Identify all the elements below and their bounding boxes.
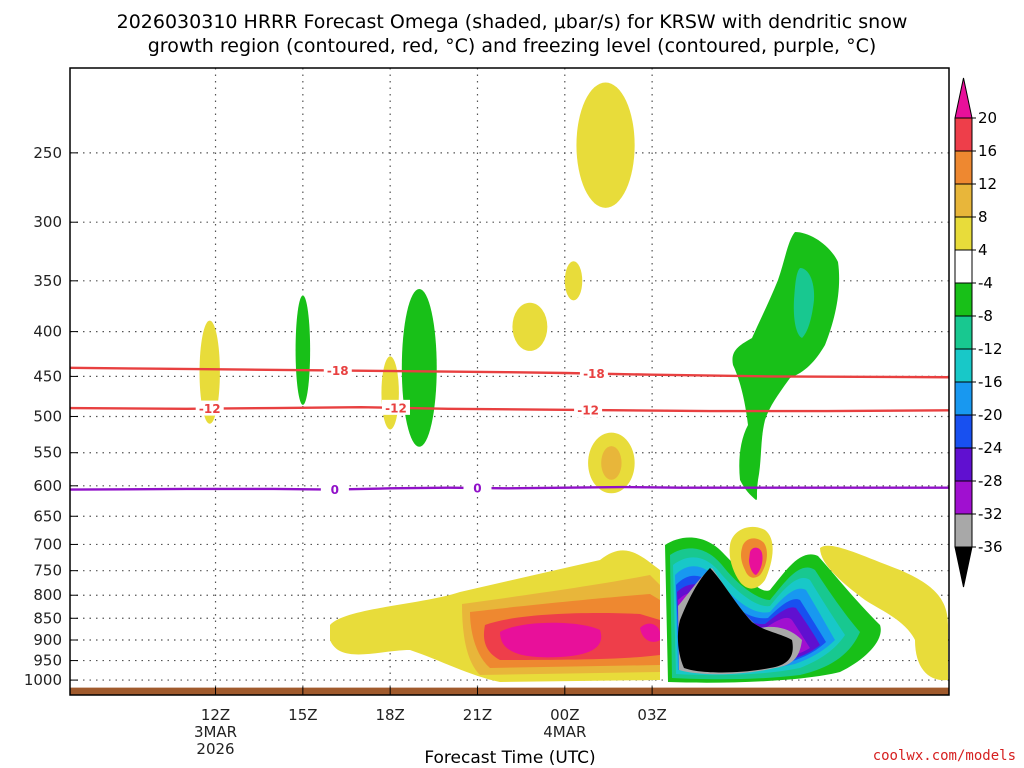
y-tick-label-700: 700 xyxy=(33,535,62,553)
y-tick-label-300: 300 xyxy=(33,213,62,231)
y-tick-label-500: 500 xyxy=(33,407,62,425)
colorbar-box-12 xyxy=(954,513,973,548)
colorbar-label-4: 4 xyxy=(978,241,988,259)
x-tick-year-12Z: 2026 xyxy=(196,740,234,758)
x-tick-label-00Z: 00Z xyxy=(550,706,579,724)
updraft-yellow-14z xyxy=(199,320,220,424)
y-tick-label-350: 350 xyxy=(33,272,62,290)
axes: 250 300 350 400 450 500 550 600 650 700 750 800 850 9… xyxy=(24,144,667,758)
y-tick-label-1000: 1000 xyxy=(24,671,62,689)
colorbar-box-2 xyxy=(954,183,973,218)
x-tick-date-12Z: 3MAR xyxy=(194,723,237,741)
freezing-level-0-label-bg-0 xyxy=(320,481,349,497)
updraft-low-magenta-b xyxy=(640,623,660,642)
colorbar-label-6: -8 xyxy=(978,307,993,325)
updraft-0000z-magenta xyxy=(749,547,763,575)
dgz-minus-12-label-bg-1 xyxy=(381,399,410,415)
colorbar-label-8: -16 xyxy=(978,373,1003,391)
freezing-level-0-label-1: 0 xyxy=(473,482,481,496)
colorbar-label-2: 12 xyxy=(978,175,997,193)
downdraft-core-black xyxy=(677,568,793,673)
colorbar-top-arrow xyxy=(954,77,973,119)
omega-shading xyxy=(199,82,948,683)
dgz-minus-18-label-bg-0 xyxy=(323,362,352,378)
colorbar-box-8 xyxy=(954,381,973,416)
colorbar-label-0: 20 xyxy=(978,109,997,127)
y-tick-label-800: 800 xyxy=(33,586,62,604)
colorbar-label-1: 16 xyxy=(978,142,997,160)
y-tick-label-650: 650 xyxy=(33,507,62,525)
dgz-minus-12-label-1: -12 xyxy=(385,401,407,415)
updraft-yellow-upper-01z xyxy=(576,82,635,208)
dgz-minus-18-label-bg-1 xyxy=(579,365,608,381)
chart-title-line-1: 2026030310 HRRR Forecast Omega (shaded, … xyxy=(117,11,908,33)
y-tick-label-850: 850 xyxy=(33,609,62,627)
chart-title-line-2: growth region (contoured, red, °C) and f… xyxy=(148,35,877,57)
colorbar-box-9 xyxy=(954,414,973,449)
colorbar-box-3 xyxy=(954,216,973,251)
dgz-minus-18-label-1: -18 xyxy=(583,367,605,381)
colorbar-box-5 xyxy=(954,282,973,317)
y-tick-label-450: 450 xyxy=(33,367,62,385)
y-tick-label-900: 900 xyxy=(33,631,62,649)
freezing-level-0-label-0: 0 xyxy=(331,483,339,497)
y-tick-label-250: 250 xyxy=(33,144,62,162)
colorbar-box-11 xyxy=(954,480,973,515)
plot-frame xyxy=(69,67,950,696)
dgz-minus-12-label-2: -12 xyxy=(577,404,599,418)
updraft-low-magenta xyxy=(500,622,602,658)
colorbar-label-10: -24 xyxy=(978,439,1003,457)
dgz-minus-12-label-bg-0 xyxy=(195,400,224,416)
downdraft-green-15z xyxy=(295,295,311,405)
colorbar-label-12: -32 xyxy=(978,505,1003,523)
x-tick-label-21Z: 21Z xyxy=(463,706,492,724)
x-tick-label-18Z: 18Z xyxy=(375,706,404,724)
dgz-minus-12-line xyxy=(69,406,950,413)
colorbar-box-1 xyxy=(954,150,973,185)
colorbar-label-3: 8 xyxy=(978,208,988,226)
y-tick-label-550: 550 xyxy=(33,444,62,462)
y-tick-label-600: 600 xyxy=(33,477,62,495)
surface-band xyxy=(70,687,949,695)
temperature-contours: -18 -18 -12 -12 -12 0 0 xyxy=(69,362,950,497)
colorbar-box-6 xyxy=(954,315,973,350)
updraft-low-yellow-east xyxy=(820,545,948,681)
updraft-yellow-0030z xyxy=(564,261,583,301)
dgz-minus-18-line xyxy=(69,366,950,379)
downdraft-upper-teal xyxy=(793,268,815,338)
colorbar-box-4 xyxy=(954,249,973,284)
x-tick-label-12Z: 12Z xyxy=(201,706,230,724)
colorbar-box-7 xyxy=(954,348,973,383)
x-tick-label-15Z: 15Z xyxy=(288,706,317,724)
x-tick-date-00Z: 4MAR xyxy=(543,723,586,741)
colorbar-label-5: -4 xyxy=(978,274,993,292)
downdraft-green-19z xyxy=(401,288,437,447)
colorbar-box-10 xyxy=(954,447,973,482)
colorbar-label-7: -12 xyxy=(978,340,1003,358)
dgz-minus-18-label-0: -18 xyxy=(327,364,349,378)
colorbar-label-13: -36 xyxy=(978,538,1003,556)
credit-text: coolwx.com/models xyxy=(873,748,1016,764)
colorbar-bottom-arrow xyxy=(954,546,973,588)
colorbar-label-9: -20 xyxy=(978,406,1003,424)
y-tick-label-950: 950 xyxy=(33,652,62,670)
colorbar: 20 16 12 8 4 -4 -8 -12 -16 -20 -24 -28 -32 -36 xyxy=(954,77,1003,588)
freezing-level-0-label-bg-1 xyxy=(463,480,492,496)
updraft-yellow-18z xyxy=(381,356,399,430)
y-tick-label-400: 400 xyxy=(33,323,62,341)
dgz-minus-12-label-bg-2 xyxy=(574,402,603,418)
x-axis-title: Forecast Time (UTC) xyxy=(424,748,595,768)
colorbar-label-11: -28 xyxy=(978,472,1003,490)
updraft-yellow-2130z xyxy=(512,302,548,351)
dgz-minus-12-label-0: -12 xyxy=(199,402,221,416)
x-tick-label-03Z: 03Z xyxy=(637,706,666,724)
colorbar-box-0 xyxy=(954,117,973,152)
updraft-orange-01z-mid xyxy=(601,446,622,480)
y-tick-label-750: 750 xyxy=(33,562,62,580)
